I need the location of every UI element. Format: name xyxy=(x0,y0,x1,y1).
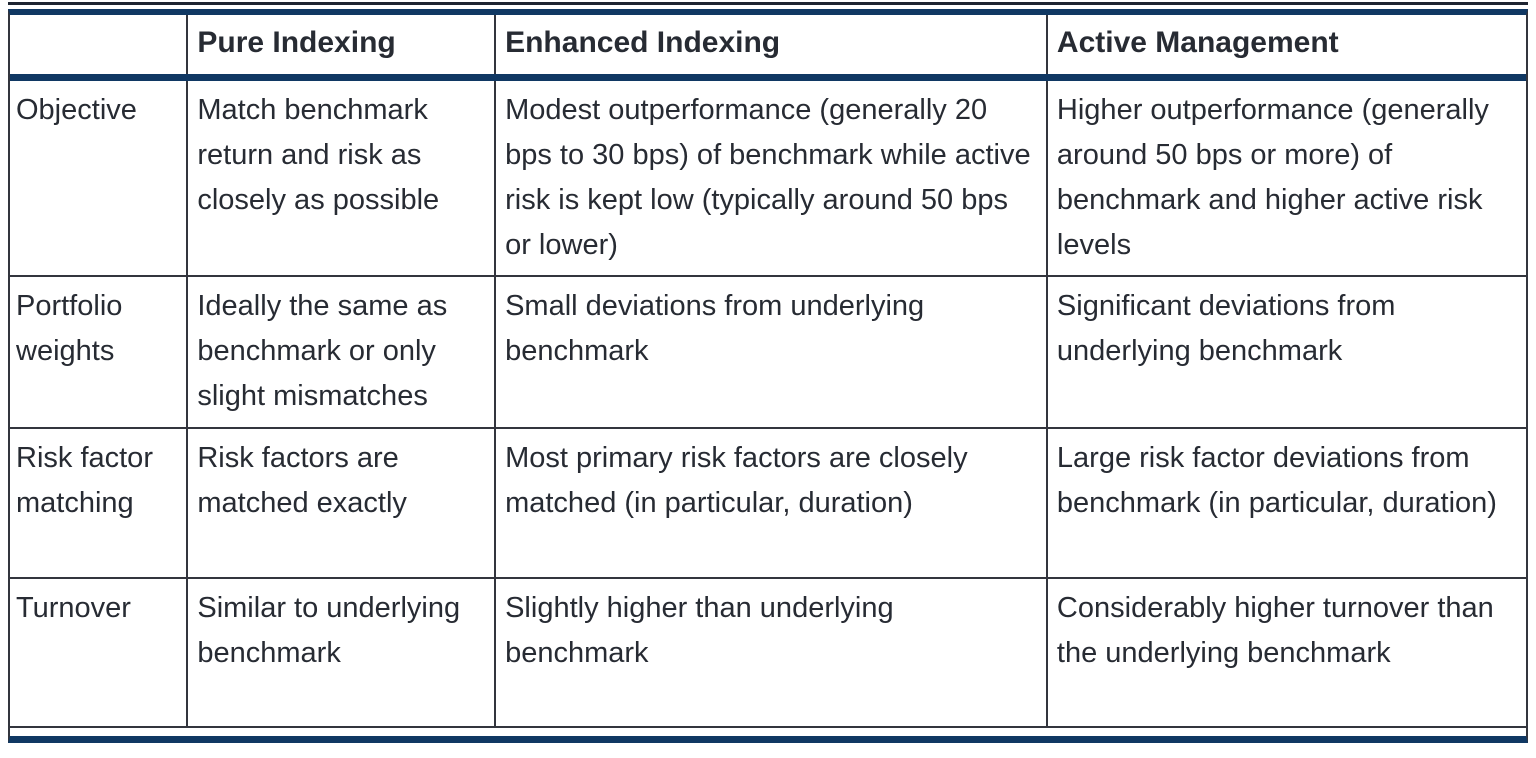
column-header-active-management: Active Management xyxy=(1046,15,1526,81)
row-label-risk-factor-matching: Risk factor matching xyxy=(10,426,189,579)
table-frame: Pure Indexing Enhanced Indexing Active M… xyxy=(8,9,1528,743)
column-header-enhanced-indexing: Enhanced Indexing xyxy=(495,15,1048,81)
cell-turnover-enhanced: Slightly higher than underlying benchmar… xyxy=(494,576,1048,728)
column-header-pure-indexing: Pure Indexing xyxy=(187,15,497,81)
cell-riskfactor-enhanced: Most primary risk factors are closely ma… xyxy=(494,426,1048,579)
cell-objective-active: Higher outperformance (generally around … xyxy=(1045,77,1526,277)
table-row-portfolio-weights: Portfolio weights Ideally the same as be… xyxy=(10,274,1526,429)
table-row-turnover: Turnover Similar to underlying benchmark… xyxy=(10,576,1526,728)
cell-turnover-pure: Similar to underlying benchmark xyxy=(186,576,497,728)
row-label-objective: Objective xyxy=(10,77,189,277)
column-header-blank xyxy=(10,15,189,81)
top-thin-rule xyxy=(8,2,1528,5)
cell-weights-active: Significant deviations from underlying b… xyxy=(1045,274,1526,429)
row-label-turnover: Turnover xyxy=(10,576,189,728)
table-row-objective: Objective Match benchmark return and ris… xyxy=(10,77,1526,277)
cell-riskfactor-active: Large risk factor deviations from benchm… xyxy=(1045,426,1526,579)
cell-objective-enhanced: Modest outperformance (generally 20 bps … xyxy=(494,77,1048,277)
cell-riskfactor-pure: Risk factors are matched exactly xyxy=(186,426,497,579)
cell-weights-enhanced: Small deviations from underlying benchma… xyxy=(494,274,1048,429)
header-row: Pure Indexing Enhanced Indexing Active M… xyxy=(10,15,1526,81)
cell-objective-pure: Match benchmark return and risk as close… xyxy=(186,77,497,277)
cell-weights-pure: Ideally the same as benchmark or only sl… xyxy=(186,274,497,429)
cell-turnover-active: Considerably higher turnover than the un… xyxy=(1045,576,1526,728)
indexing-comparison-table: Pure Indexing Enhanced Indexing Active M… xyxy=(10,15,1526,728)
row-label-portfolio-weights: Portfolio weights xyxy=(10,274,189,429)
table-row-risk-factor-matching: Risk factor matching Risk factors are ma… xyxy=(10,426,1526,579)
